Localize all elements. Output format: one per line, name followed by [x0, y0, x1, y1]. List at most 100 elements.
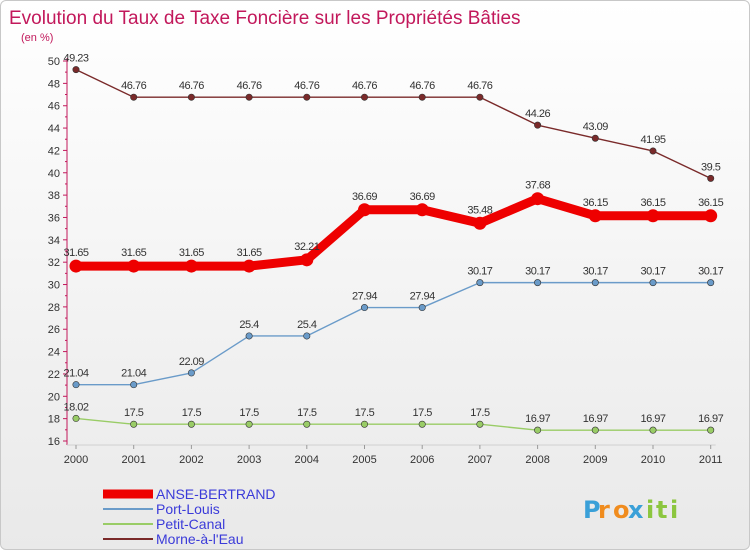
- logo-letter: i: [646, 496, 654, 524]
- chart-title: Evolution du Taux de Taxe Foncière sur l…: [9, 8, 521, 29]
- data-label: 16.97: [698, 413, 723, 425]
- data-label: 16.97: [525, 413, 550, 425]
- data-label: 46.76: [294, 80, 319, 92]
- data-point: [534, 279, 542, 287]
- y-tick-label: 18: [48, 414, 60, 426]
- data-point: [245, 93, 253, 101]
- logo-letter: o: [613, 496, 630, 524]
- data-label: 36.69: [352, 191, 377, 203]
- data-point: [72, 66, 80, 74]
- data-point: [127, 259, 141, 273]
- data-label: 30.17: [583, 266, 608, 278]
- data-point: [531, 192, 545, 206]
- logo-letter: t: [656, 496, 667, 524]
- data-label: 46.76: [237, 80, 262, 92]
- data-label: 27.94: [410, 291, 435, 303]
- data-label: 37.68: [525, 180, 550, 192]
- x-tick-label: 2009: [583, 454, 607, 466]
- x-tick-label: 2005: [352, 454, 376, 466]
- data-point: [534, 426, 542, 434]
- data-label: 31.65: [63, 247, 88, 259]
- series-3: 49.23 46.76 46.76 46.76 46.76 46.76 46.76 46.76…: [63, 53, 721, 182]
- data-point: [591, 134, 599, 142]
- data-point: [360, 93, 368, 101]
- data-point: [130, 381, 138, 389]
- legend-label: Port-Louis: [156, 501, 220, 517]
- data-point: [476, 279, 484, 287]
- data-label: 21.04: [63, 368, 88, 380]
- data-label: 30.17: [467, 266, 492, 278]
- y-tick-label: 34: [48, 235, 60, 247]
- logo-letter: i: [670, 496, 678, 524]
- data-point: [476, 420, 484, 428]
- data-label: 46.76: [352, 80, 377, 92]
- y-tick-label: 20: [48, 391, 60, 403]
- y-tick-label: 40: [48, 168, 60, 180]
- y-tick-label: 16: [48, 436, 60, 448]
- data-point: [187, 420, 195, 428]
- y-tick-label: 50: [48, 56, 60, 68]
- data-point: [591, 426, 599, 434]
- data-point: [649, 279, 657, 287]
- data-point: [476, 93, 484, 101]
- x-tick-label: 2002: [179, 454, 203, 466]
- data-label: 16.97: [640, 413, 665, 425]
- data-label: 17.5: [297, 407, 317, 419]
- data-point: [245, 332, 253, 340]
- x-tick-label: 2010: [641, 454, 665, 466]
- data-label: 46.76: [179, 80, 204, 92]
- data-label: 49.23: [63, 53, 88, 65]
- data-label: 27.94: [352, 291, 377, 303]
- data-label: 43.09: [583, 121, 608, 133]
- series-line: [75, 281, 712, 386]
- x-tick-label: 2003: [237, 454, 261, 466]
- legend-label: ANSE-BERTRAND: [156, 486, 276, 502]
- x-tick-label: 2011: [699, 454, 723, 466]
- series-1: 21.04 21.04 22.09 25.4 25.4 27.94 27.94 30.17 30…: [63, 266, 724, 389]
- data-label: 36.69: [410, 191, 435, 203]
- data-point: [130, 93, 138, 101]
- data-point: [72, 414, 80, 422]
- y-tick-label: 36: [48, 212, 60, 224]
- legend-label: Petit-Canal: [156, 516, 225, 532]
- data-label: 17.5: [124, 407, 144, 419]
- data-point: [418, 304, 426, 312]
- series-line: [75, 68, 712, 180]
- data-point: [704, 209, 718, 223]
- legend: ANSE-BERTRANDPort-LouisPetit-CanalMorne-…: [103, 486, 276, 547]
- series-0: 31.65 31.65 31.65 31.65 32.21 36.69 36.69 35.48…: [63, 180, 724, 273]
- data-point: [646, 209, 660, 223]
- y-tick-label: 44: [48, 123, 60, 135]
- data-label: 41.95: [640, 134, 665, 146]
- y-tick-label: 38: [48, 190, 60, 202]
- data-point: [418, 420, 426, 428]
- data-label: 46.76: [121, 80, 146, 92]
- data-label: 17.5: [470, 407, 490, 419]
- data-point: [473, 216, 487, 230]
- y-tick-label: 42: [48, 145, 60, 157]
- data-point: [591, 279, 599, 287]
- y-tick-label: 46: [48, 101, 60, 113]
- series-layer: 49.23 46.76 46.76 46.76 46.76 46.76 46.76 46.76…: [63, 53, 724, 434]
- data-point: [300, 253, 314, 267]
- data-label: 25.4: [239, 319, 259, 331]
- data-point: [187, 369, 195, 377]
- data-label: 44.26: [525, 108, 550, 120]
- data-label: 36.15: [640, 197, 665, 209]
- data-label: 35.48: [467, 204, 492, 216]
- series-2: 18.02 17.5 17.5 17.5 17.5 17.5 17.5 17.5 16.97 16…: [63, 401, 724, 434]
- data-point: [360, 304, 368, 312]
- data-label: 36.15: [583, 197, 608, 209]
- data-point: [303, 420, 311, 428]
- data-label: 21.04: [121, 368, 146, 380]
- data-label: 31.65: [121, 247, 146, 259]
- x-tick-label: 2006: [410, 454, 434, 466]
- series-line: [71, 194, 716, 271]
- data-label: 17.5: [355, 407, 375, 419]
- y-tick-label: 26: [48, 324, 60, 336]
- data-label: 31.65: [179, 247, 204, 259]
- x-tick-label: 2004: [295, 454, 319, 466]
- data-label: 17.5: [412, 407, 432, 419]
- legend-label: Morne-à-l'Eau: [156, 531, 244, 547]
